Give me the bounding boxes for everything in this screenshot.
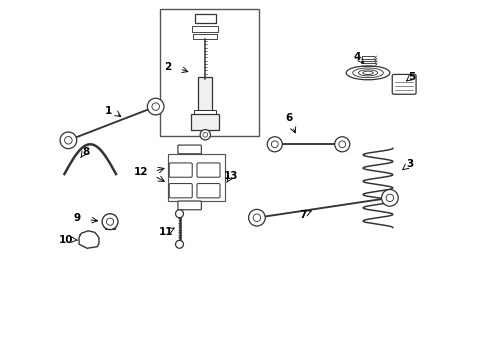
Circle shape — [248, 210, 265, 226]
FancyBboxPatch shape — [192, 26, 219, 32]
Bar — [160, 9, 259, 136]
Text: 10: 10 — [59, 234, 74, 244]
Text: 2: 2 — [164, 62, 171, 72]
Circle shape — [152, 103, 159, 110]
FancyBboxPatch shape — [178, 145, 201, 154]
Circle shape — [253, 214, 261, 221]
Circle shape — [382, 189, 398, 206]
FancyBboxPatch shape — [197, 163, 220, 177]
FancyBboxPatch shape — [178, 201, 201, 210]
Circle shape — [267, 137, 282, 152]
Bar — [168, 154, 225, 201]
FancyBboxPatch shape — [169, 163, 192, 177]
FancyBboxPatch shape — [392, 75, 416, 94]
Circle shape — [339, 141, 345, 148]
Circle shape — [175, 210, 183, 218]
FancyBboxPatch shape — [169, 184, 192, 198]
Text: 3: 3 — [406, 159, 414, 169]
Text: 11: 11 — [158, 228, 173, 237]
Text: 8: 8 — [83, 147, 90, 157]
Circle shape — [203, 132, 208, 137]
Text: 9: 9 — [74, 213, 81, 223]
Circle shape — [175, 240, 183, 248]
Circle shape — [386, 194, 393, 202]
Circle shape — [271, 141, 278, 148]
Ellipse shape — [346, 66, 390, 80]
Text: 5: 5 — [408, 72, 416, 82]
Text: 1: 1 — [104, 105, 112, 116]
FancyBboxPatch shape — [194, 33, 217, 39]
Text: 4: 4 — [353, 52, 361, 62]
Bar — [192, 114, 219, 130]
Text: 7: 7 — [299, 210, 306, 220]
Circle shape — [60, 132, 77, 149]
Circle shape — [335, 137, 350, 152]
Circle shape — [102, 214, 118, 230]
FancyBboxPatch shape — [197, 184, 220, 198]
Text: 12: 12 — [134, 167, 148, 177]
Circle shape — [147, 98, 164, 115]
FancyBboxPatch shape — [195, 14, 216, 23]
Circle shape — [200, 130, 211, 140]
Bar — [194, 110, 217, 114]
Text: 6: 6 — [285, 113, 293, 123]
Circle shape — [106, 218, 114, 225]
Bar — [105, 215, 115, 229]
Bar — [198, 77, 213, 111]
Text: 13: 13 — [224, 171, 238, 181]
Circle shape — [65, 136, 72, 144]
